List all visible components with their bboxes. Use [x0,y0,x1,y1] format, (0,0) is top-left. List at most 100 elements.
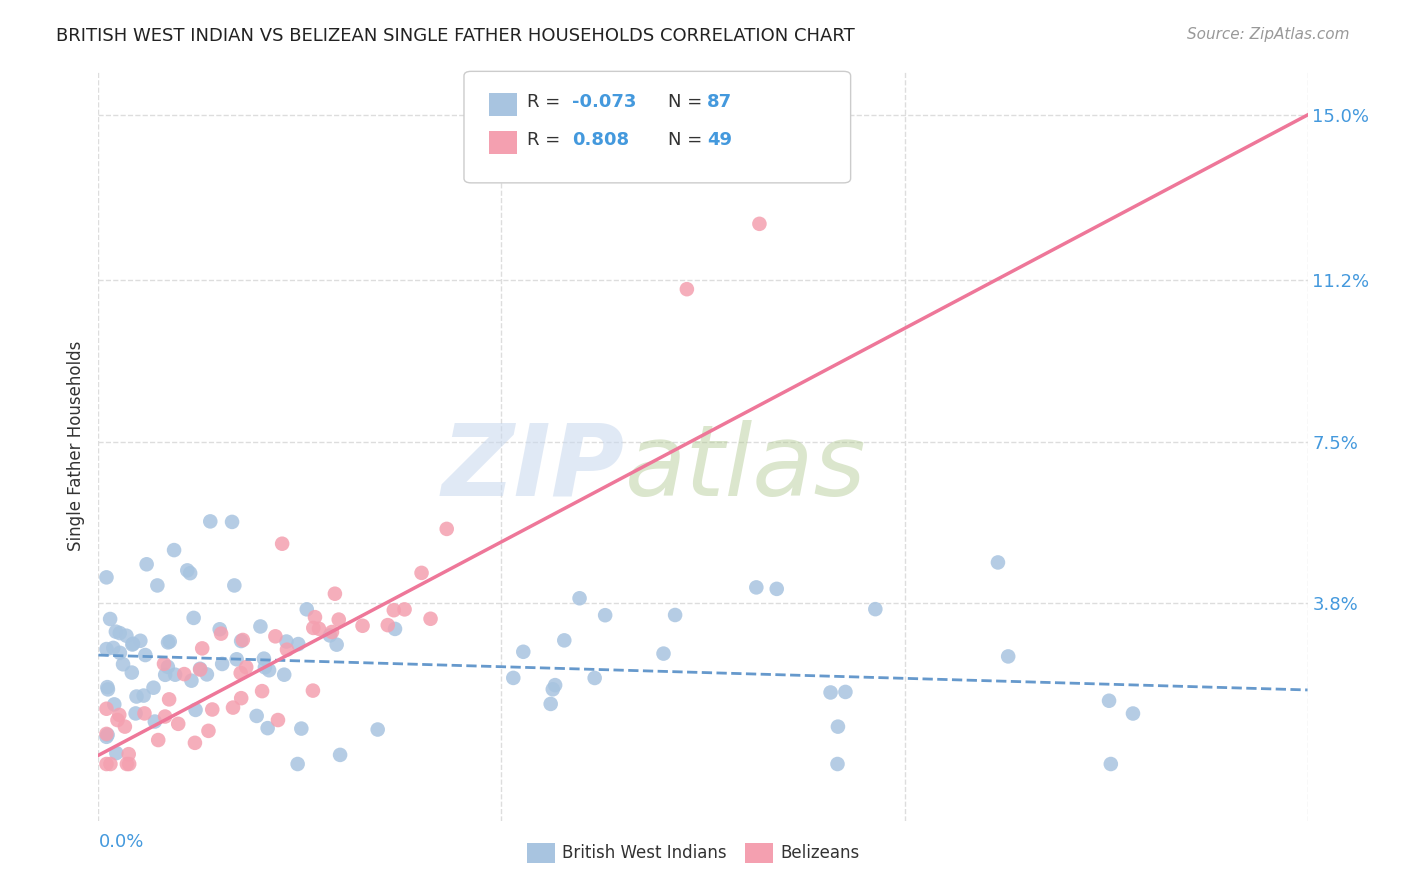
Point [163,543,186,558]
Point [676,282,699,296]
Point [257,663,280,677]
Point [100,757,122,772]
Point [540,697,562,711]
Point [225,652,247,666]
Point [271,537,294,551]
Point [568,591,591,606]
Point [156,660,179,674]
Point [104,624,127,639]
Point [865,602,887,616]
Point [253,651,276,665]
Point [544,678,567,692]
Point [419,612,441,626]
Point [129,633,152,648]
Point [148,733,170,747]
Point [394,602,416,616]
Point [512,645,534,659]
Point [183,611,205,625]
Text: ZIP: ZIP [441,420,624,517]
Text: R =: R = [527,131,572,149]
Point [411,566,433,580]
Text: British West Indians: British West Indians [562,844,727,862]
Point [553,633,575,648]
Point [834,685,856,699]
Point [201,702,224,716]
Point [231,634,253,648]
Point [167,716,190,731]
Point [765,582,787,596]
Point [652,647,675,661]
Point [96,570,118,584]
Point [295,602,318,616]
Text: 0.0%: 0.0% [98,832,143,851]
Point [997,649,1019,664]
Point [124,706,146,721]
Point [173,667,195,681]
Point [118,757,141,772]
Point [264,629,287,643]
Point [593,608,616,623]
Text: 87: 87 [707,93,733,111]
Point [108,707,131,722]
Point [290,722,312,736]
Point [664,607,686,622]
Point [827,757,849,772]
Point [96,702,118,716]
Point [108,646,131,660]
Point [176,563,198,577]
Point [250,684,273,698]
Point [235,660,257,674]
Point [121,638,143,652]
Point [157,635,180,649]
Point [105,746,128,760]
Point [112,657,135,672]
Point [745,581,768,595]
Point [103,640,125,655]
Point [276,642,298,657]
Point [384,622,406,636]
Point [287,757,309,772]
Point [159,634,181,648]
Point [583,671,606,685]
Point [304,610,326,624]
Point [143,714,166,729]
Point [96,730,118,744]
Point [352,619,374,633]
Point [367,723,389,737]
Point [276,634,298,648]
Text: N =: N = [668,93,707,111]
Point [98,612,121,626]
Point [197,723,219,738]
Point [125,690,148,704]
Point [188,663,211,677]
Point [96,642,118,657]
Point [820,685,842,699]
Text: 0.808: 0.808 [572,131,630,149]
Point [184,703,207,717]
Point [188,662,211,676]
Point [308,622,330,636]
Point [208,622,231,636]
Text: atlas: atlas [624,420,866,517]
Point [253,660,276,674]
Point [96,680,118,694]
Point [382,603,405,617]
Point [180,673,202,688]
Point [302,621,325,635]
Point [748,217,770,231]
Point [827,720,849,734]
Point [329,747,352,762]
Point [231,691,253,706]
Point [221,515,243,529]
Point [246,709,269,723]
Point [195,667,218,681]
Point [134,648,156,662]
Point [321,625,343,640]
Point [502,671,524,685]
Point [97,728,120,742]
Point [273,667,295,681]
Point [256,721,278,735]
Text: Source: ZipAtlas.com: Source: ZipAtlas.com [1187,27,1350,42]
Point [302,683,325,698]
Point [184,736,207,750]
